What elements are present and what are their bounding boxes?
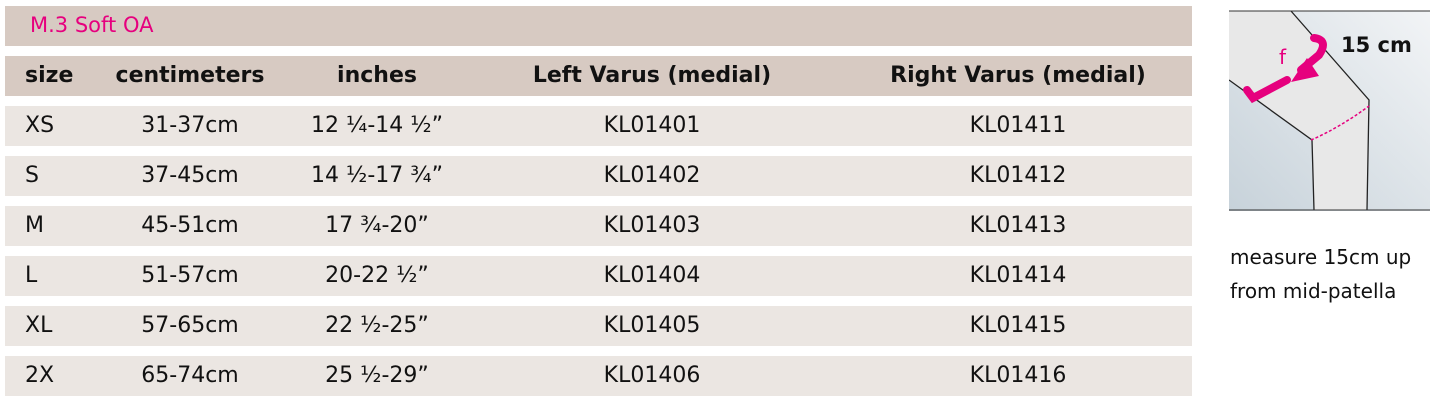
cell-left-varus: KL01405	[603, 313, 701, 338]
cell-centimeters: 57-65cm	[141, 313, 239, 338]
cell-right-varus: KL01412	[969, 163, 1067, 188]
cell-centimeters: 31-37cm	[141, 113, 239, 138]
cell-centimeters: 45-51cm	[141, 213, 239, 238]
cell-inches: 14 ½-17 ¾”	[311, 163, 443, 188]
header-inches: inches	[337, 63, 417, 88]
table-title-bar: M.3 Soft OA	[5, 6, 1192, 46]
cell-inches: 25 ½-29”	[325, 363, 429, 388]
cell-size: M	[25, 213, 44, 238]
table-row: L 51-57cm 20-22 ½” KL01404 KL01414	[5, 256, 1192, 296]
measure-caption: measure 15cm up from mid-patella	[1230, 240, 1411, 308]
cell-size: L	[25, 263, 38, 288]
header-centimeters: centimeters	[115, 63, 265, 88]
caption-line: from mid-patella	[1230, 279, 1397, 303]
cell-right-varus: KL01411	[969, 113, 1067, 138]
cell-right-varus: KL01415	[969, 313, 1067, 338]
cell-size: 2X	[25, 363, 55, 388]
cell-left-varus: KL01402	[603, 163, 701, 188]
cell-inches: 20-22 ½”	[325, 263, 429, 288]
cell-left-varus: KL01404	[603, 263, 701, 288]
cell-size: XS	[25, 113, 55, 138]
table-row: 2X 65-74cm 25 ½-29” KL01406 KL01416	[5, 356, 1192, 396]
cell-size: S	[25, 163, 39, 188]
cell-right-varus: KL01416	[969, 363, 1067, 388]
cell-right-varus: KL01414	[969, 263, 1067, 288]
table-row: XL 57-65cm 22 ½-25” KL01405 KL01415	[5, 306, 1192, 346]
cell-inches: 17 ¾-20”	[325, 213, 429, 238]
cell-centimeters: 65-74cm	[141, 363, 239, 388]
cell-inches: 12 ¼-14 ½”	[311, 113, 443, 138]
cell-centimeters: 51-57cm	[141, 263, 239, 288]
measure-label: 15 cm	[1341, 33, 1412, 57]
cell-left-varus: KL01403	[603, 213, 701, 238]
header-right-varus: Right Varus (medial)	[890, 63, 1146, 88]
table-row: M 45-51cm 17 ¾-20” KL01403 KL01413	[5, 206, 1192, 246]
cell-size: XL	[25, 313, 53, 338]
cell-centimeters: 37-45cm	[141, 163, 239, 188]
header-size: size	[25, 63, 74, 88]
cell-left-varus: KL01406	[603, 363, 701, 388]
table-row: S 37-45cm 14 ½-17 ¾” KL01402 KL01412	[5, 156, 1192, 196]
table-row: XS 31-37cm 12 ¼-14 ½” KL01401 KL01411	[5, 106, 1192, 146]
product-title: M.3 Soft OA	[30, 13, 154, 37]
force-label: f	[1279, 45, 1287, 69]
knee-measure-illustration: f 15 cm	[1229, 10, 1430, 211]
cell-left-varus: KL01401	[603, 113, 701, 138]
cell-right-varus: KL01413	[969, 213, 1067, 238]
cell-inches: 22 ½-25”	[325, 313, 429, 338]
table-header: size centimeters inches Left Varus (medi…	[5, 56, 1192, 96]
caption-line: measure 15cm up	[1230, 245, 1412, 269]
header-left-varus: Left Varus (medial)	[532, 63, 772, 88]
